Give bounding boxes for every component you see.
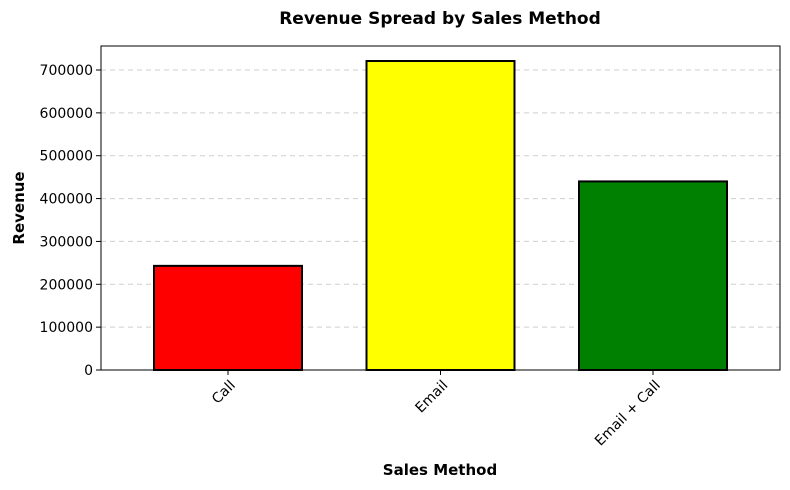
x-axis: Call Email Email + Call [209,370,664,449]
y-tick-label: 0 [84,363,93,379]
y-tick-label: 700000 [40,63,93,79]
x-tick-label: Call [209,378,239,408]
x-tick-label: Email [413,378,452,417]
bar-email-call [578,180,728,371]
bar-email [365,60,516,371]
bars-layer [153,60,728,372]
y-axis-label: Revenue [10,171,28,244]
x-axis-label: Sales Method [383,461,497,479]
bar-call [153,264,303,372]
y-tick-label: 100000 [40,320,93,336]
y-tick-label: 300000 [40,234,93,250]
y-tick-label: 600000 [40,106,93,122]
y-tick-label: 200000 [40,277,93,293]
y-axis: 0 100000 200000 300000 400000 500000 600000 700… [40,63,101,379]
x-tick-label: Email + Call [592,378,664,450]
y-tick-label: 400000 [40,192,93,208]
chart-title: Revenue Spread by Sales Method [279,9,601,29]
y-tick-label: 500000 [40,149,93,165]
